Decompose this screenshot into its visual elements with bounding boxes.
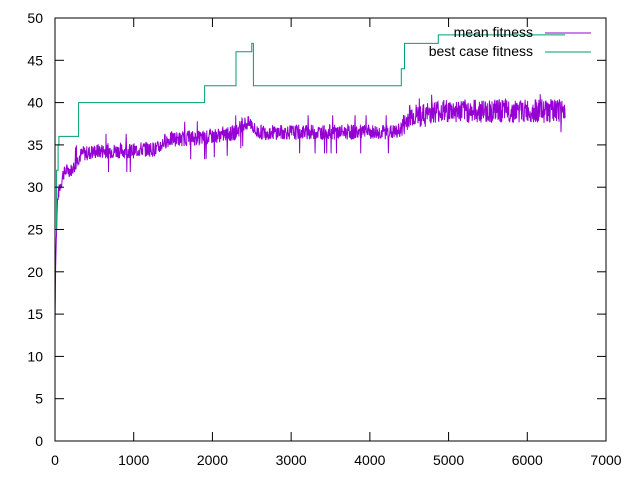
y-tick-label: 35 — [27, 137, 43, 153]
y-tick-label: 15 — [27, 306, 43, 322]
x-tick-label: 5000 — [433, 452, 464, 468]
x-tick-label: 0 — [51, 452, 59, 468]
x-tick-label: 6000 — [512, 452, 543, 468]
y-tick-label: 5 — [35, 391, 43, 407]
legend-label-mean-fitness: mean fitness — [454, 24, 533, 40]
series-mean-fitness-line — [54, 94, 566, 323]
y-tick-label: 10 — [27, 348, 43, 364]
y-tick-label: 20 — [27, 264, 43, 280]
x-tick-label: 1000 — [118, 452, 149, 468]
x-tick-label: 4000 — [354, 452, 385, 468]
y-tick-label: 45 — [27, 52, 43, 68]
y-tick-label: 50 — [27, 10, 43, 26]
y-tick-label: 25 — [27, 222, 43, 238]
y-axis: 0 5 10 15 20 25 30 35 40 45 50 — [27, 10, 606, 449]
x-axis: 0 1000 2000 3000 4000 5000 6000 7000 — [51, 18, 622, 468]
legend: mean fitness best case fitness — [429, 24, 591, 59]
x-tick-label: 7000 — [590, 452, 621, 468]
y-tick-label: 0 — [35, 433, 43, 449]
y-tick-label: 30 — [27, 179, 43, 195]
y-tick-label: 40 — [27, 95, 43, 111]
legend-label-best-case-fitness: best case fitness — [429, 43, 533, 59]
x-tick-label: 3000 — [276, 452, 307, 468]
x-tick-label: 2000 — [197, 452, 228, 468]
